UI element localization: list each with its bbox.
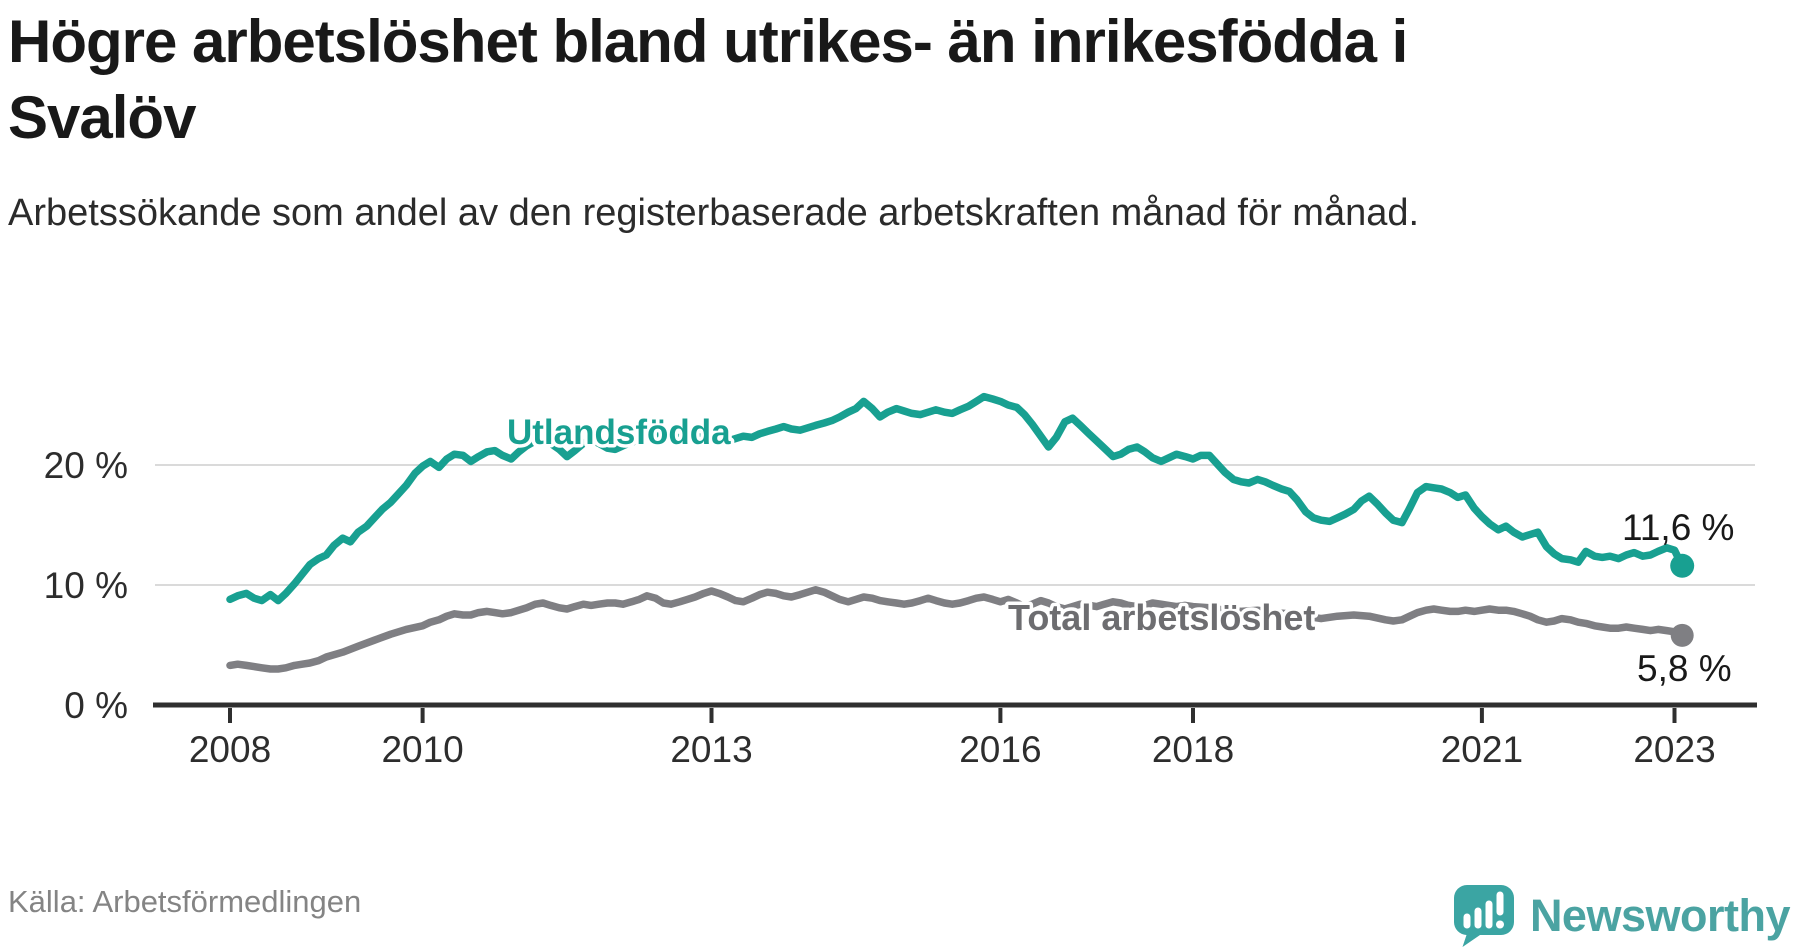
- y-tick-label-20: 20 %: [44, 445, 128, 486]
- x-tick-label-2016: 2016: [959, 729, 1041, 770]
- x-tick-label-2013: 2013: [670, 729, 752, 770]
- series-total-end-value: 5,8 %: [1637, 648, 1732, 689]
- series-total-end-dot: [1670, 623, 1694, 647]
- bar-chart-bars: [1463, 891, 1504, 929]
- x-tick-label-2010: 2010: [381, 729, 463, 770]
- series-total-line: [226, 586, 1686, 673]
- x-tick-label-2018: 2018: [1152, 729, 1234, 770]
- exclamation-dot: [1495, 920, 1504, 929]
- y-tick-label-10: 10 %: [44, 565, 128, 606]
- x-tick-label-2021: 2021: [1441, 729, 1523, 770]
- series-foreign-born-end-dot: [1670, 553, 1695, 578]
- brand-name: Newsworthy: [1529, 890, 1791, 941]
- source-note: Källa: Arbetsförmedlingen: [8, 884, 362, 919]
- y-tick-label-0: 0 %: [64, 685, 128, 726]
- chart-subtitle: Arbetssökande som andel av den registerb…: [8, 192, 1420, 235]
- series-foreign-born-end-value: 11,6 %: [1622, 507, 1734, 548]
- series-foreign-born-line: [226, 392, 1686, 605]
- series-total-label: Total arbetslöshet: [1008, 597, 1315, 638]
- newsworthy-logo-link[interactable]: Newsworthy: [1452, 884, 1791, 948]
- x-tick-label-2023: 2023: [1633, 729, 1715, 770]
- speech-bubble-shape: [1453, 885, 1514, 947]
- series-foreign-born-label: Utlandsfödda: [507, 413, 731, 452]
- page-title: Högre arbetslöshet bland utrikes- än inr…: [8, 8, 1408, 151]
- newsworthy-bar-chart-icon: [1453, 885, 1514, 947]
- x-tick-label-2008: 2008: [189, 729, 271, 770]
- chart-header: Högre arbetslöshet bland utrikes- än inr…: [8, 4, 1728, 242]
